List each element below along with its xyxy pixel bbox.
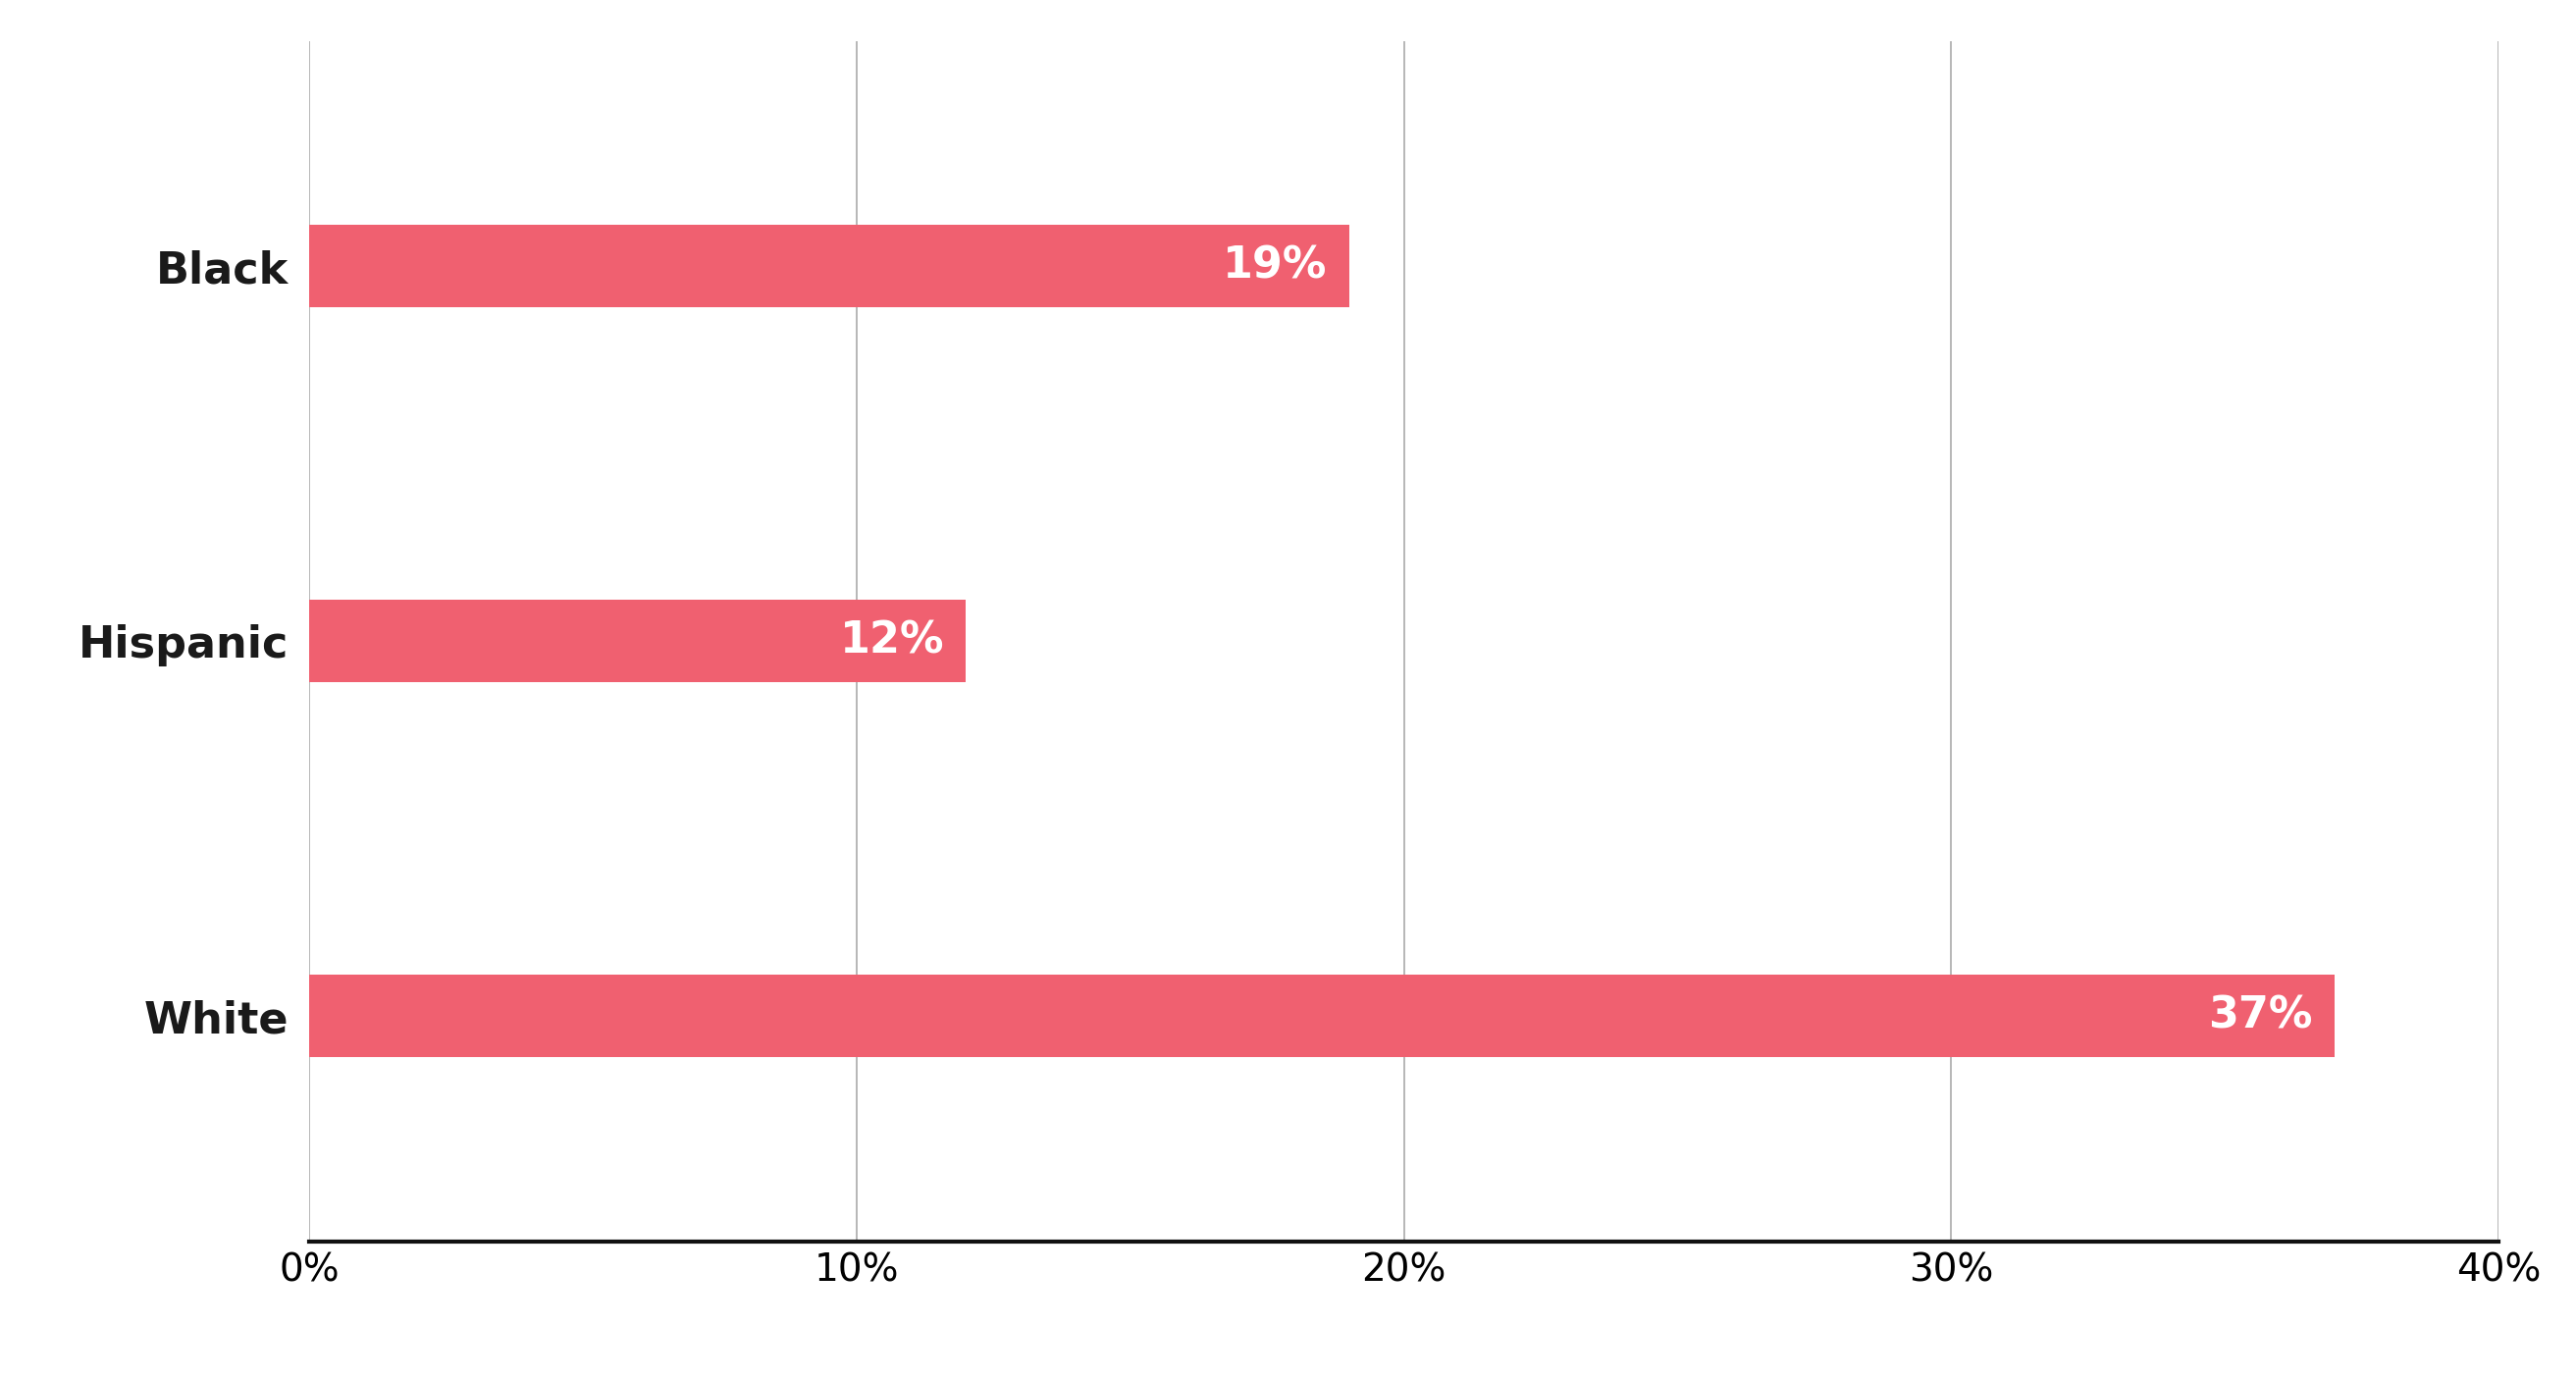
Bar — [309, 225, 1350, 308]
Bar — [309, 600, 966, 683]
Text: 19%: 19% — [1224, 245, 1327, 287]
Text: 12%: 12% — [840, 621, 943, 662]
Text: 37%: 37% — [2208, 996, 2313, 1037]
Bar — [309, 975, 2334, 1058]
